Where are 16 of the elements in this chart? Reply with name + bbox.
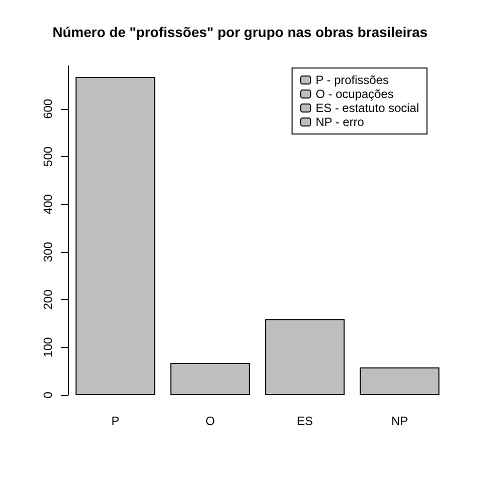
legend-label: ES - estatuto social [316,101,420,115]
x-tick-label: O [205,414,215,428]
x-tick-label: NP [391,414,408,428]
legend-label: P - profissões [316,73,389,87]
y-tick-label: 300 [41,242,55,262]
legend-label: NP - erro [316,115,364,129]
chart-title: Número de "profissões" por grupo nas obras brasileiras [52,24,428,40]
legend-label: O - ocupações [316,87,394,101]
x-tick-label: ES [296,414,313,428]
y-tick-label: 600 [41,98,55,119]
y-tick-label: 400 [41,194,55,214]
y-tick-label: 0 [41,391,55,398]
y-tick-label: 100 [41,336,55,358]
y-tick-label: 500 [41,146,55,167]
y-tick-label: 200 [41,289,55,310]
x-tick-label: P [111,414,120,428]
